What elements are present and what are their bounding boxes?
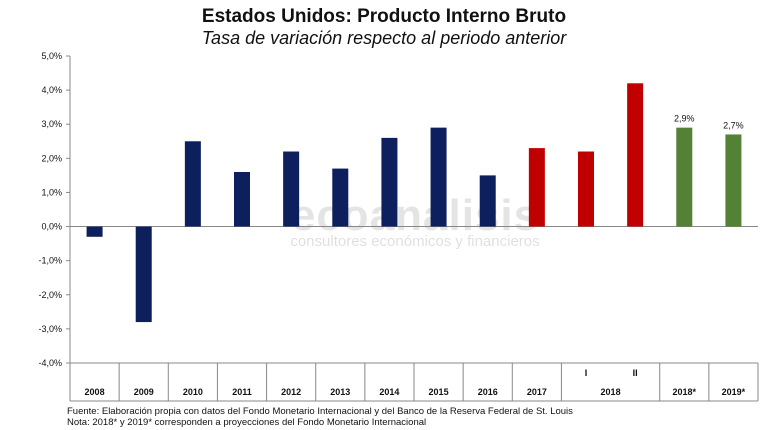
- bar-2012: [283, 151, 300, 227]
- category-label: 2016: [478, 387, 498, 397]
- category-label: 2018*: [673, 387, 697, 397]
- bar-2014: [381, 137, 398, 227]
- source-note: Fuente: Elaboración propia con datos del…: [67, 406, 573, 417]
- bar-I: [578, 151, 594, 227]
- category-label: 2011: [232, 387, 252, 397]
- bar-2013: [332, 168, 349, 227]
- labels: 2008 2009 2010 2011 2012 2013 2014 2015 2016 2017…: [85, 114, 746, 397]
- category-label: 2010: [183, 387, 203, 397]
- y-tick-label: -1,0%: [38, 256, 62, 266]
- bar-2010: [184, 141, 201, 227]
- bar-II: [627, 83, 644, 227]
- y-tick-label: 0,0%: [41, 222, 62, 232]
- category-label: 2008: [85, 387, 105, 397]
- category-label: 2012: [281, 387, 301, 397]
- bar-2019*: [725, 134, 742, 227]
- bar-2011: [234, 171, 250, 227]
- watermark-sub-text: consultores económicos y financieros: [290, 233, 539, 250]
- category-label: 2017: [527, 387, 547, 397]
- bar-2018*: [676, 127, 693, 227]
- chart-subtitle: Tasa de variación respecto al periodo an…: [201, 28, 567, 48]
- y-tick-label: 3,0%: [41, 119, 62, 129]
- bar-2009: [135, 226, 152, 323]
- chart-notes: Fuente: Elaboración propia con datos del…: [67, 406, 573, 428]
- y-tick-label: 5,0%: [41, 51, 62, 61]
- watermark-logo: ecoanálisis consultores económicos y fin…: [290, 191, 539, 250]
- bars: [86, 83, 742, 323]
- chart-title: Estados Unidos: Producto Interno Bruto: [201, 6, 567, 27]
- category-label: 2019*: [722, 387, 746, 397]
- y-tick-label: -3,0%: [38, 324, 62, 334]
- bar-2017: [528, 148, 545, 227]
- bar-2015: [430, 127, 447, 227]
- y-tick-label: 2,0%: [41, 153, 62, 163]
- bar-2016: [479, 175, 496, 227]
- bar-2008: [86, 226, 103, 237]
- category-label: I: [585, 368, 588, 378]
- data-label: 2,7%: [723, 120, 744, 130]
- category-label: 2014: [379, 387, 399, 397]
- category-label: 2013: [330, 387, 350, 397]
- projection-note: Nota: 2018* y 2019* corresponden a proye…: [67, 417, 427, 428]
- y-tick-label: 1,0%: [41, 187, 62, 197]
- y-tick-label: -2,0%: [38, 290, 62, 300]
- category-label: 2015: [429, 387, 449, 397]
- y-tick-label: 4,0%: [41, 85, 62, 95]
- category-label: II: [633, 368, 638, 378]
- data-label: 2,9%: [674, 114, 695, 124]
- y-tick-label: -4,0%: [38, 358, 62, 368]
- category-label-2018-group: 2018: [601, 387, 621, 397]
- axes: 5,0% 4,0% 3,0% 2,0% 1,0% 0,0% -1,0% -2,0% -3,0% -…: [38, 51, 759, 402]
- category-label: 2009: [134, 387, 154, 397]
- watermark-main-text: ecoanálisis: [291, 191, 539, 240]
